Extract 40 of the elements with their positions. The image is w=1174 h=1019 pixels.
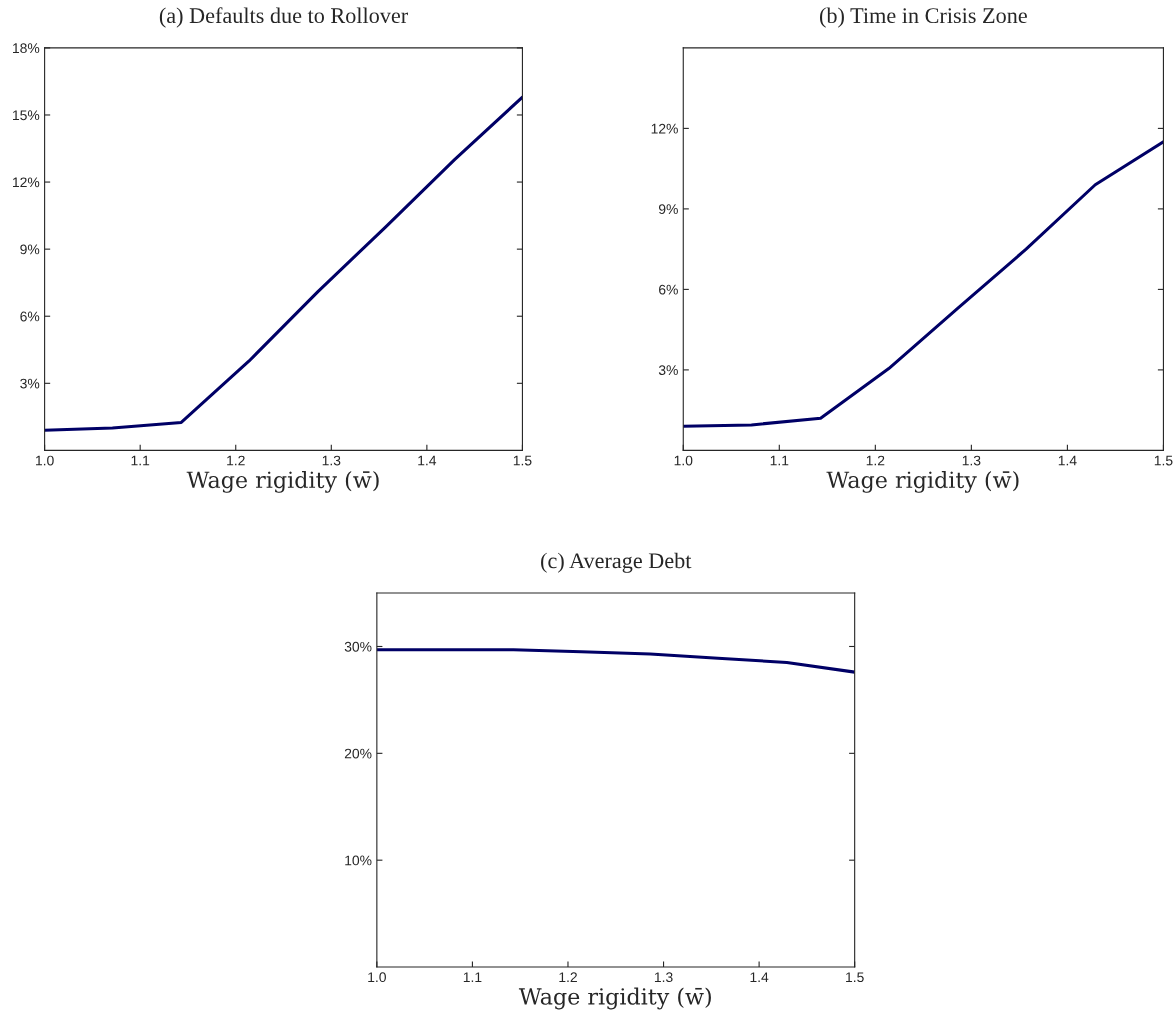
x-tick-label: 1.0	[368, 972, 386, 983]
y-tick-label: 18%	[13, 43, 40, 54]
x-tick-label: 1.5	[846, 972, 864, 983]
x-tick-label: 1.0	[674, 455, 693, 466]
y-tick-label: 20%	[344, 748, 372, 759]
x-tick-label: 1.2	[559, 972, 577, 982]
line-series	[376, 648, 855, 674]
y-tick-label: 6%	[20, 311, 40, 322]
x-tick-label: 1.1	[770, 455, 789, 466]
x-tick-label: 1.3	[962, 455, 981, 466]
x-tick-label: 1.4	[750, 972, 769, 982]
chart-title: (a) Defaults due to Rollover	[159, 7, 408, 28]
y-tick-label: 12%	[13, 177, 40, 188]
y-tick-label: 3%	[658, 365, 678, 376]
y-tick-label: 12%	[651, 123, 678, 134]
x-tick-label: 1.4	[418, 455, 437, 466]
x-tick-label: 1.1	[463, 972, 482, 982]
x-tick-label: 1.3	[322, 455, 341, 466]
x-axis-title: Wage rigidity (w̄)	[186, 470, 379, 493]
y-tick-label: 6%	[659, 284, 678, 295]
line-series	[683, 140, 1164, 428]
x-tick-label: 1.2	[866, 455, 885, 466]
x-tick-label: 1.0	[36, 455, 54, 466]
chart-title: (c) Average Debt	[541, 552, 692, 573]
x-axis-title: Wage rigidity (w̄)	[826, 470, 1019, 493]
x-tick-label: 1.3	[654, 972, 673, 983]
x-tick-label: 1.5	[513, 455, 532, 466]
y-tick-label: 3%	[20, 378, 40, 389]
x-tick-label: 1.5	[1154, 455, 1173, 466]
y-tick-label: 9%	[20, 244, 40, 255]
y-tick-label: 30%	[344, 641, 372, 652]
x-tick-label: 1.1	[131, 455, 150, 466]
x-tick-label: 1.2	[227, 455, 245, 466]
line-series	[44, 95, 523, 432]
x-axis-title: Wage rigidity (w̄)	[518, 987, 711, 1010]
chart-title: (b) Time in Crisis Zone	[819, 7, 1027, 28]
x-tick-label: 1.4	[1058, 455, 1077, 466]
y-tick-label: 9%	[658, 204, 678, 215]
y-tick-label: 10%	[345, 855, 372, 866]
y-tick-label: 15%	[13, 110, 40, 121]
